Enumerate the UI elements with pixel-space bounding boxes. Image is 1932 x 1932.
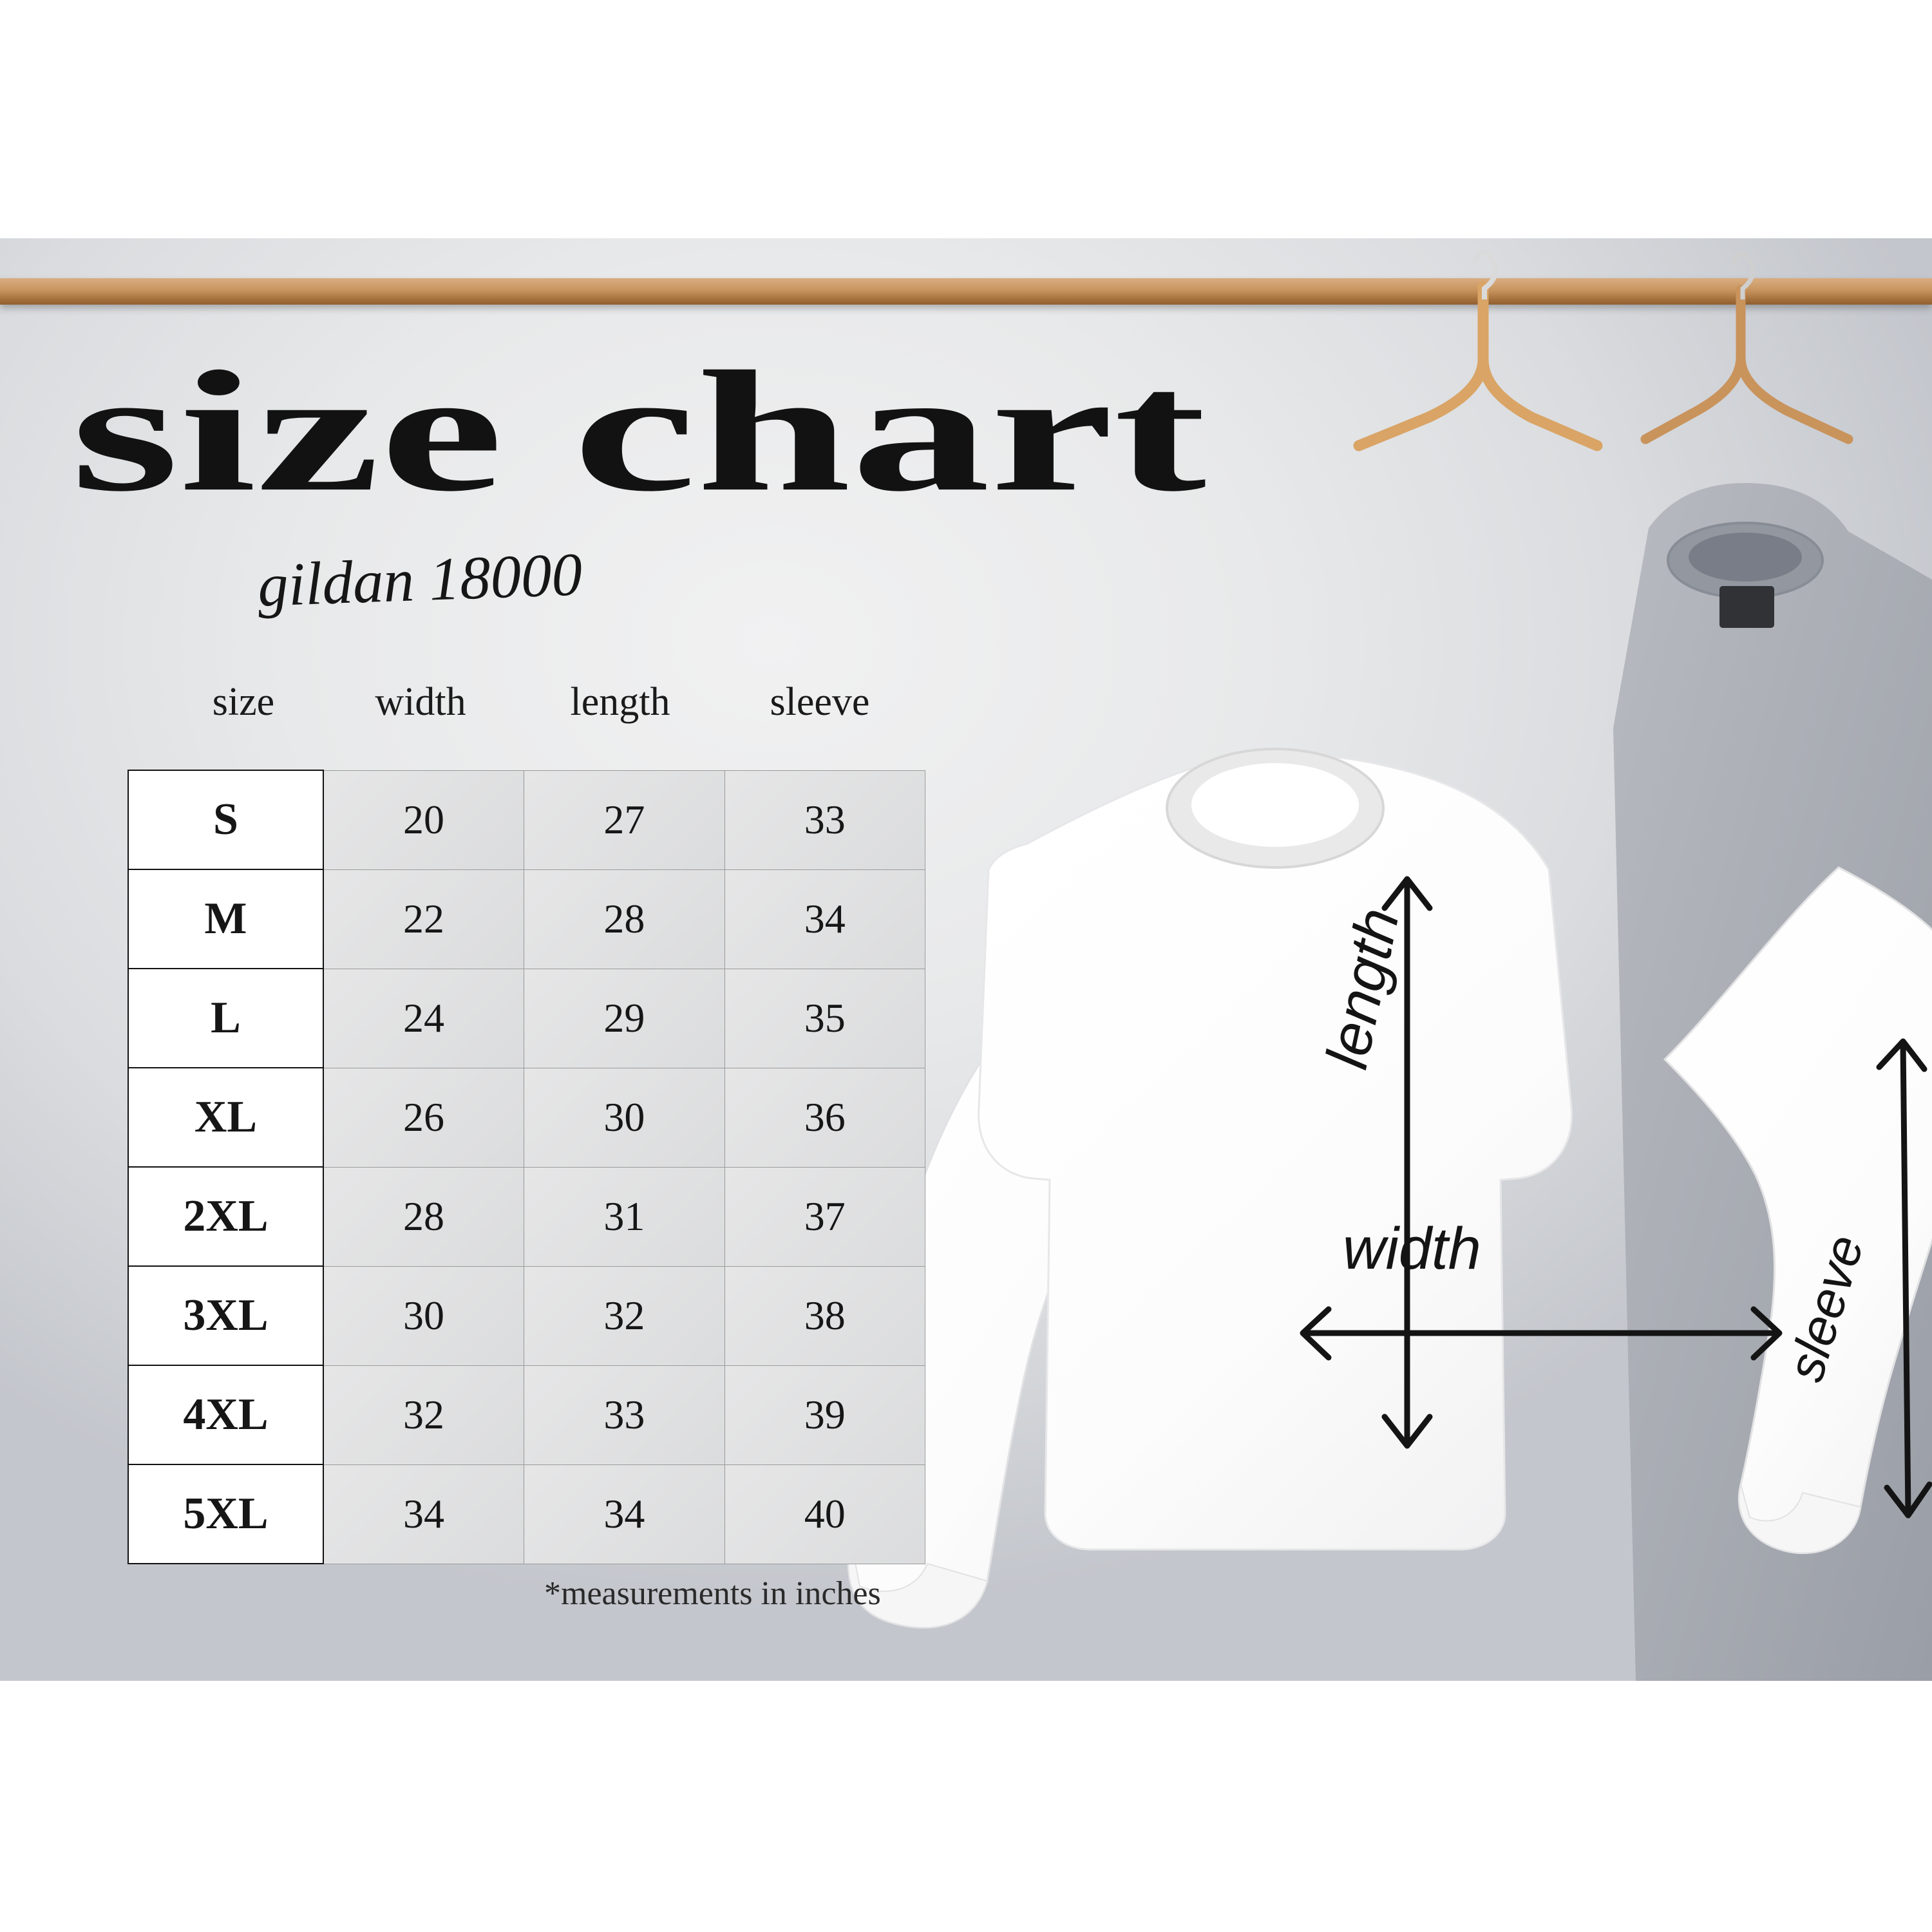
- svg-text:width: width: [1343, 1216, 1481, 1282]
